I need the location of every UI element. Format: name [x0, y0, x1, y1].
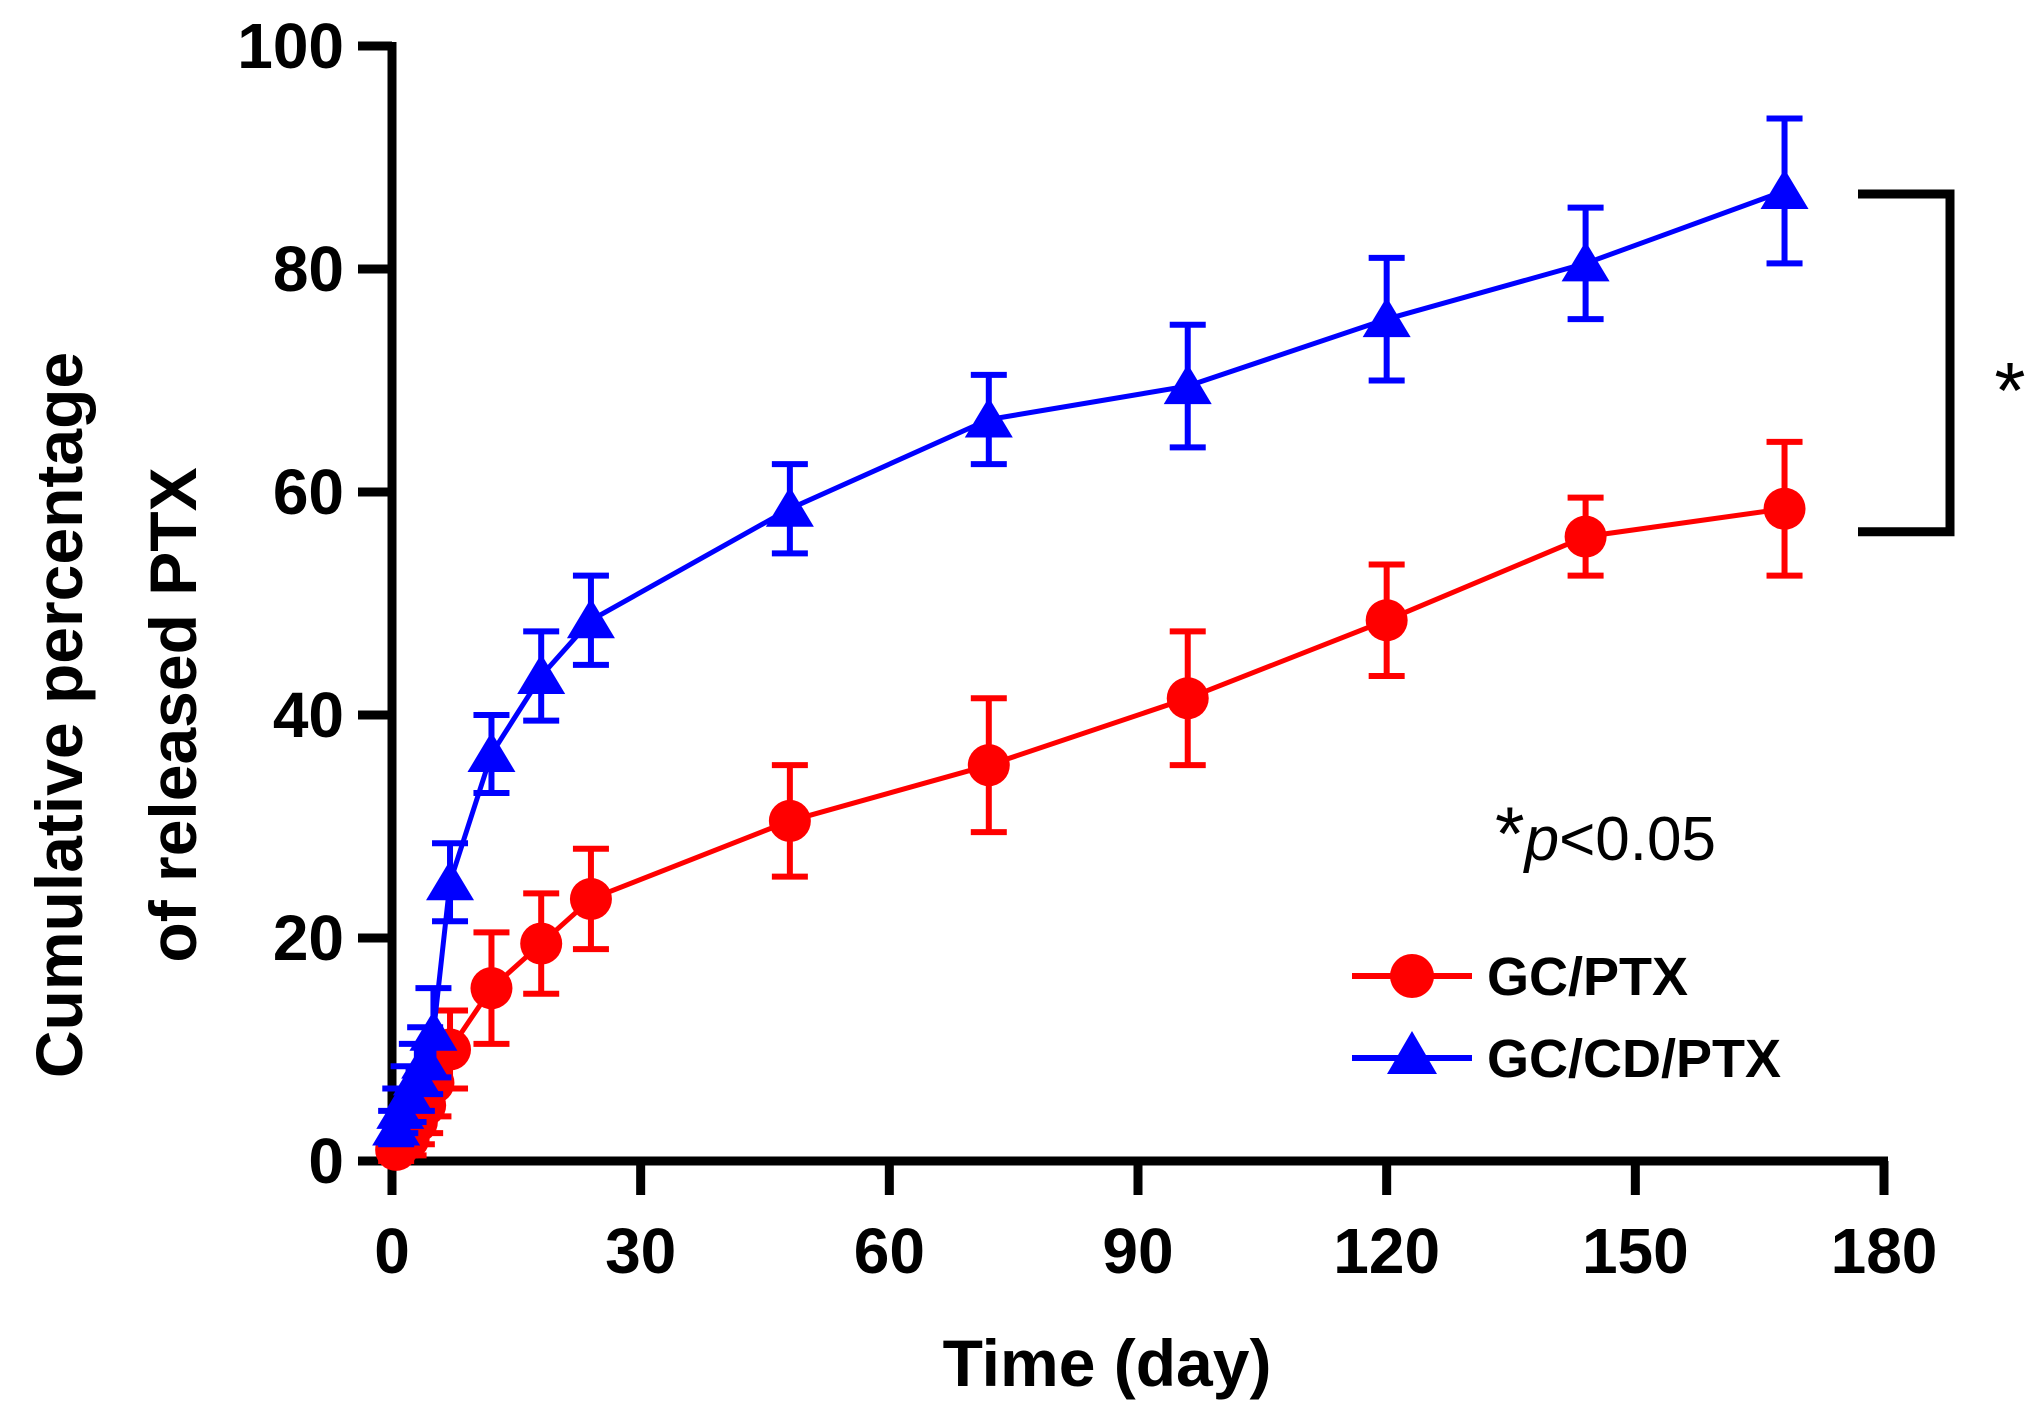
point-gc-cd-ptx-13	[1362, 297, 1411, 338]
point-gc-cd-ptx-8	[517, 653, 566, 694]
p-value-star: *	[1495, 792, 1525, 877]
p-value-annotation: *p<0.05	[1495, 792, 1716, 877]
y-tick-label-60: 60	[273, 456, 344, 528]
x-tick-label-90: 90	[1102, 1215, 1173, 1287]
y-tick-label-100: 100	[237, 10, 344, 82]
legend: GC/PTX GC/CD/PTX	[1352, 947, 1781, 1089]
series-gc-cd-ptx	[372, 115, 1809, 1148]
point-gc-cd-ptx-6	[426, 860, 475, 901]
legend-item-gc-cd-ptx: GC/CD/PTX	[1352, 1029, 1781, 1089]
y-ticks: 0 20 40 60 80 100	[237, 10, 392, 1197]
point-gc-cd-ptx-14	[1561, 241, 1610, 282]
significance-bracket	[1858, 189, 1955, 537]
point-gc-cd-ptx-7	[467, 732, 516, 773]
p-value-text: <0.05	[1559, 805, 1716, 874]
point-gc-cd-ptx-10	[765, 486, 814, 527]
markers-gc-cd-ptx	[372, 168, 1809, 1146]
point-gc-ptx-12	[1166, 677, 1209, 720]
point-gc-ptx-7	[470, 967, 513, 1010]
point-gc-ptx-10	[768, 799, 811, 842]
y-axis-title-line2: of released PTX	[136, 467, 210, 962]
legend-marker-gc-cd-ptx	[1387, 1031, 1437, 1074]
x-tick-label-150: 150	[1582, 1215, 1689, 1287]
x-tick-label-0: 0	[374, 1215, 410, 1287]
point-gc-cd-ptx-9	[566, 598, 615, 639]
p-value-symbol: p	[1523, 805, 1559, 874]
point-gc-ptx-14	[1564, 515, 1607, 558]
y-tick-label-80: 80	[273, 233, 344, 305]
point-gc-ptx-8	[520, 922, 563, 965]
point-gc-cd-ptx-5	[409, 1010, 458, 1051]
legend-label-gc-ptx: GC/PTX	[1487, 947, 1688, 1007]
significance-star: *	[1994, 346, 2025, 435]
point-gc-cd-ptx-11	[964, 397, 1013, 438]
point-gc-ptx-15	[1763, 487, 1806, 530]
legend-label-gc-cd-ptx: GC/CD/PTX	[1487, 1029, 1781, 1089]
point-gc-cd-ptx-15	[1760, 168, 1809, 209]
legend-marker-gc-ptx	[1390, 954, 1434, 998]
point-gc-cd-ptx-4	[401, 1038, 450, 1079]
y-tick-label-0: 0	[308, 1125, 344, 1197]
series-layer	[372, 115, 1809, 1171]
point-gc-cd-ptx-12	[1163, 364, 1212, 405]
point-gc-ptx-11	[967, 744, 1010, 787]
x-tick-label-180: 180	[1831, 1215, 1938, 1287]
x-tick-label-30: 30	[605, 1215, 676, 1287]
y-axis-title-line1: Cumulative percentage	[22, 352, 96, 1078]
y-tick-label-20: 20	[273, 902, 344, 974]
x-axis-title: Time (day)	[943, 1326, 1272, 1400]
point-gc-ptx-13	[1365, 599, 1408, 642]
axes: 0 20 40 60 80 100 0 30 60 90 120 150 180	[237, 10, 1937, 1287]
x-ticks: 0 30 60 90 120 150 180	[374, 1161, 1937, 1287]
x-tick-label-120: 120	[1333, 1215, 1440, 1287]
y-tick-label-40: 40	[273, 679, 344, 751]
legend-item-gc-ptx: GC/PTX	[1352, 947, 1688, 1007]
x-tick-label-60: 60	[854, 1215, 925, 1287]
point-gc-ptx-9	[569, 877, 612, 920]
